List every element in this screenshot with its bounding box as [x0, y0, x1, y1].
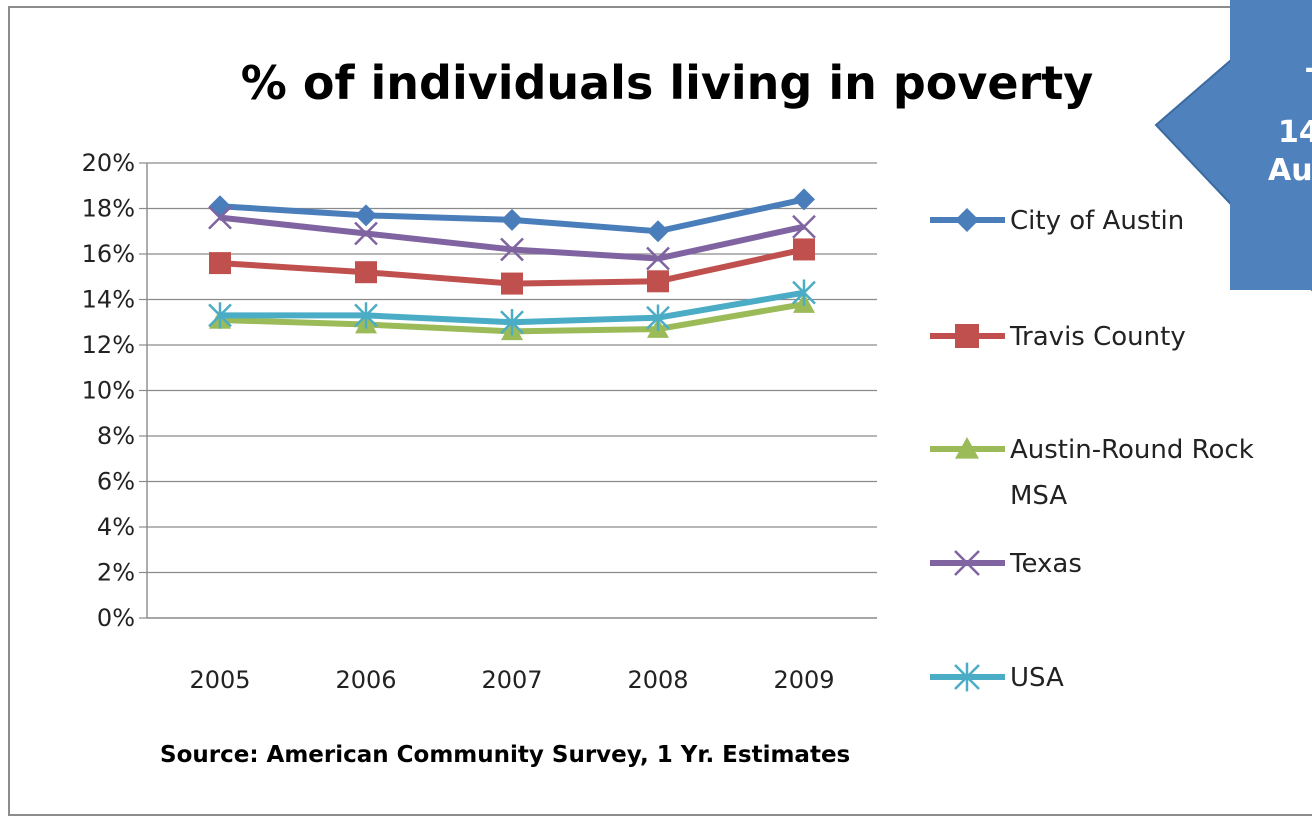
legend: City of Austin Travis County Austin-Round … — [930, 206, 1254, 693]
series-lines — [208, 188, 816, 341]
diamond-marker — [209, 195, 231, 218]
diamond-marker — [355, 204, 377, 227]
legend-label: USA — [1010, 663, 1064, 693]
x-marker — [954, 550, 980, 576]
diamond-marker — [793, 188, 815, 211]
star-marker — [500, 309, 524, 336]
diamond-marker — [501, 208, 523, 231]
x-tick-label: 2008 — [627, 666, 688, 694]
banner-text: 14 — [1278, 115, 1312, 150]
banner-text: T — [1306, 63, 1312, 98]
x-marker — [208, 205, 232, 230]
legend-item: Travis County — [930, 322, 1186, 352]
x-marker — [792, 214, 816, 239]
chart-title: % of individuals living in poverty — [241, 56, 1093, 110]
series-group — [208, 205, 816, 271]
square-marker — [209, 252, 231, 275]
star-marker — [208, 302, 232, 329]
x-tick-label: 2006 — [335, 666, 396, 694]
series-group — [208, 279, 816, 336]
star-marker — [646, 304, 670, 331]
star-marker — [792, 279, 816, 306]
y-tick-label: 14% — [82, 286, 135, 314]
y-tick-label: 0% — [97, 604, 135, 632]
source-annotation: Source: American Community Survey, 1 Yr.… — [160, 742, 850, 768]
square-marker — [501, 272, 523, 295]
legend-item: USA — [930, 662, 1064, 693]
x-axis-tick-labels: 2005 2006 2007 2008 2009 — [189, 666, 834, 694]
star-marker — [954, 662, 980, 692]
banner-body — [1230, 0, 1312, 290]
axes — [139, 162, 877, 619]
y-tick-label: 18% — [82, 195, 135, 223]
x-marker — [646, 246, 670, 271]
y-axis-tick-labels: 0% 2% 4% 6% 8% 10% 12% 14% 16% 18% 20% — [82, 149, 135, 632]
x-marker — [354, 221, 378, 246]
x-tick-label: 2007 — [481, 666, 542, 694]
series-group — [209, 238, 815, 295]
banner-text: Au — [1268, 153, 1312, 188]
square-marker — [355, 261, 377, 284]
y-tick-label: 20% — [82, 149, 135, 177]
triangle-marker — [955, 437, 979, 459]
star-marker — [354, 302, 378, 329]
diamond-marker — [955, 208, 979, 232]
x-marker — [500, 237, 524, 262]
legend-label: Travis County — [1009, 322, 1186, 352]
y-tick-label: 2% — [97, 559, 135, 587]
legend-item: City of Austin — [930, 206, 1184, 236]
series-group — [209, 188, 815, 243]
diamond-marker — [647, 220, 669, 243]
y-tick-label: 8% — [97, 422, 135, 450]
y-tick-label: 6% — [97, 468, 135, 496]
chart-frame — [8, 6, 1312, 816]
y-tick-label: 10% — [82, 377, 135, 405]
y-tick-label: 12% — [82, 331, 135, 359]
square-marker — [955, 324, 979, 348]
x-tick-label: 2005 — [189, 666, 250, 694]
legend-label: Austin-Round Rock — [1010, 435, 1254, 465]
square-marker — [647, 270, 669, 293]
y-tick-label: 4% — [97, 513, 135, 541]
legend-label: Texas — [1009, 549, 1082, 579]
legend-label: City of Austin — [1010, 206, 1184, 236]
square-marker — [793, 238, 815, 261]
legend-label: MSA — [1010, 481, 1067, 511]
x-tick-label: 2009 — [773, 666, 834, 694]
legend-item: Austin-Round Rock MSA — [930, 435, 1254, 511]
y-tick-label: 16% — [82, 240, 135, 268]
legend-item: Texas — [930, 549, 1082, 579]
